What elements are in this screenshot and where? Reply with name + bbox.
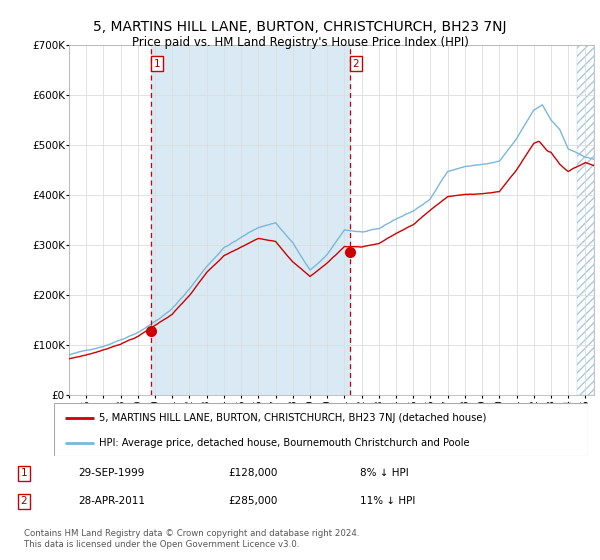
Text: 5, MARTINS HILL LANE, BURTON, CHRISTCHURCH, BH23 7NJ (detached house): 5, MARTINS HILL LANE, BURTON, CHRISTCHUR… <box>100 413 487 423</box>
Text: 1: 1 <box>20 468 28 478</box>
Text: HPI: Average price, detached house, Bournemouth Christchurch and Poole: HPI: Average price, detached house, Bour… <box>100 438 470 448</box>
Text: £285,000: £285,000 <box>228 496 277 506</box>
Text: Price paid vs. HM Land Registry's House Price Index (HPI): Price paid vs. HM Land Registry's House … <box>131 36 469 49</box>
Text: 11% ↓ HPI: 11% ↓ HPI <box>360 496 415 506</box>
Text: 1: 1 <box>154 59 160 69</box>
Text: Contains HM Land Registry data © Crown copyright and database right 2024.
This d: Contains HM Land Registry data © Crown c… <box>24 529 359 549</box>
Bar <box>577 45 594 395</box>
Text: 2: 2 <box>20 496 28 506</box>
Bar <box>151 45 350 395</box>
Text: £128,000: £128,000 <box>228 468 277 478</box>
Text: 5, MARTINS HILL LANE, BURTON, CHRISTCHURCH, BH23 7NJ: 5, MARTINS HILL LANE, BURTON, CHRISTCHUR… <box>93 20 507 34</box>
Text: 2: 2 <box>353 59 359 69</box>
Text: 8% ↓ HPI: 8% ↓ HPI <box>360 468 409 478</box>
Text: 28-APR-2011: 28-APR-2011 <box>78 496 145 506</box>
Text: 29-SEP-1999: 29-SEP-1999 <box>78 468 145 478</box>
